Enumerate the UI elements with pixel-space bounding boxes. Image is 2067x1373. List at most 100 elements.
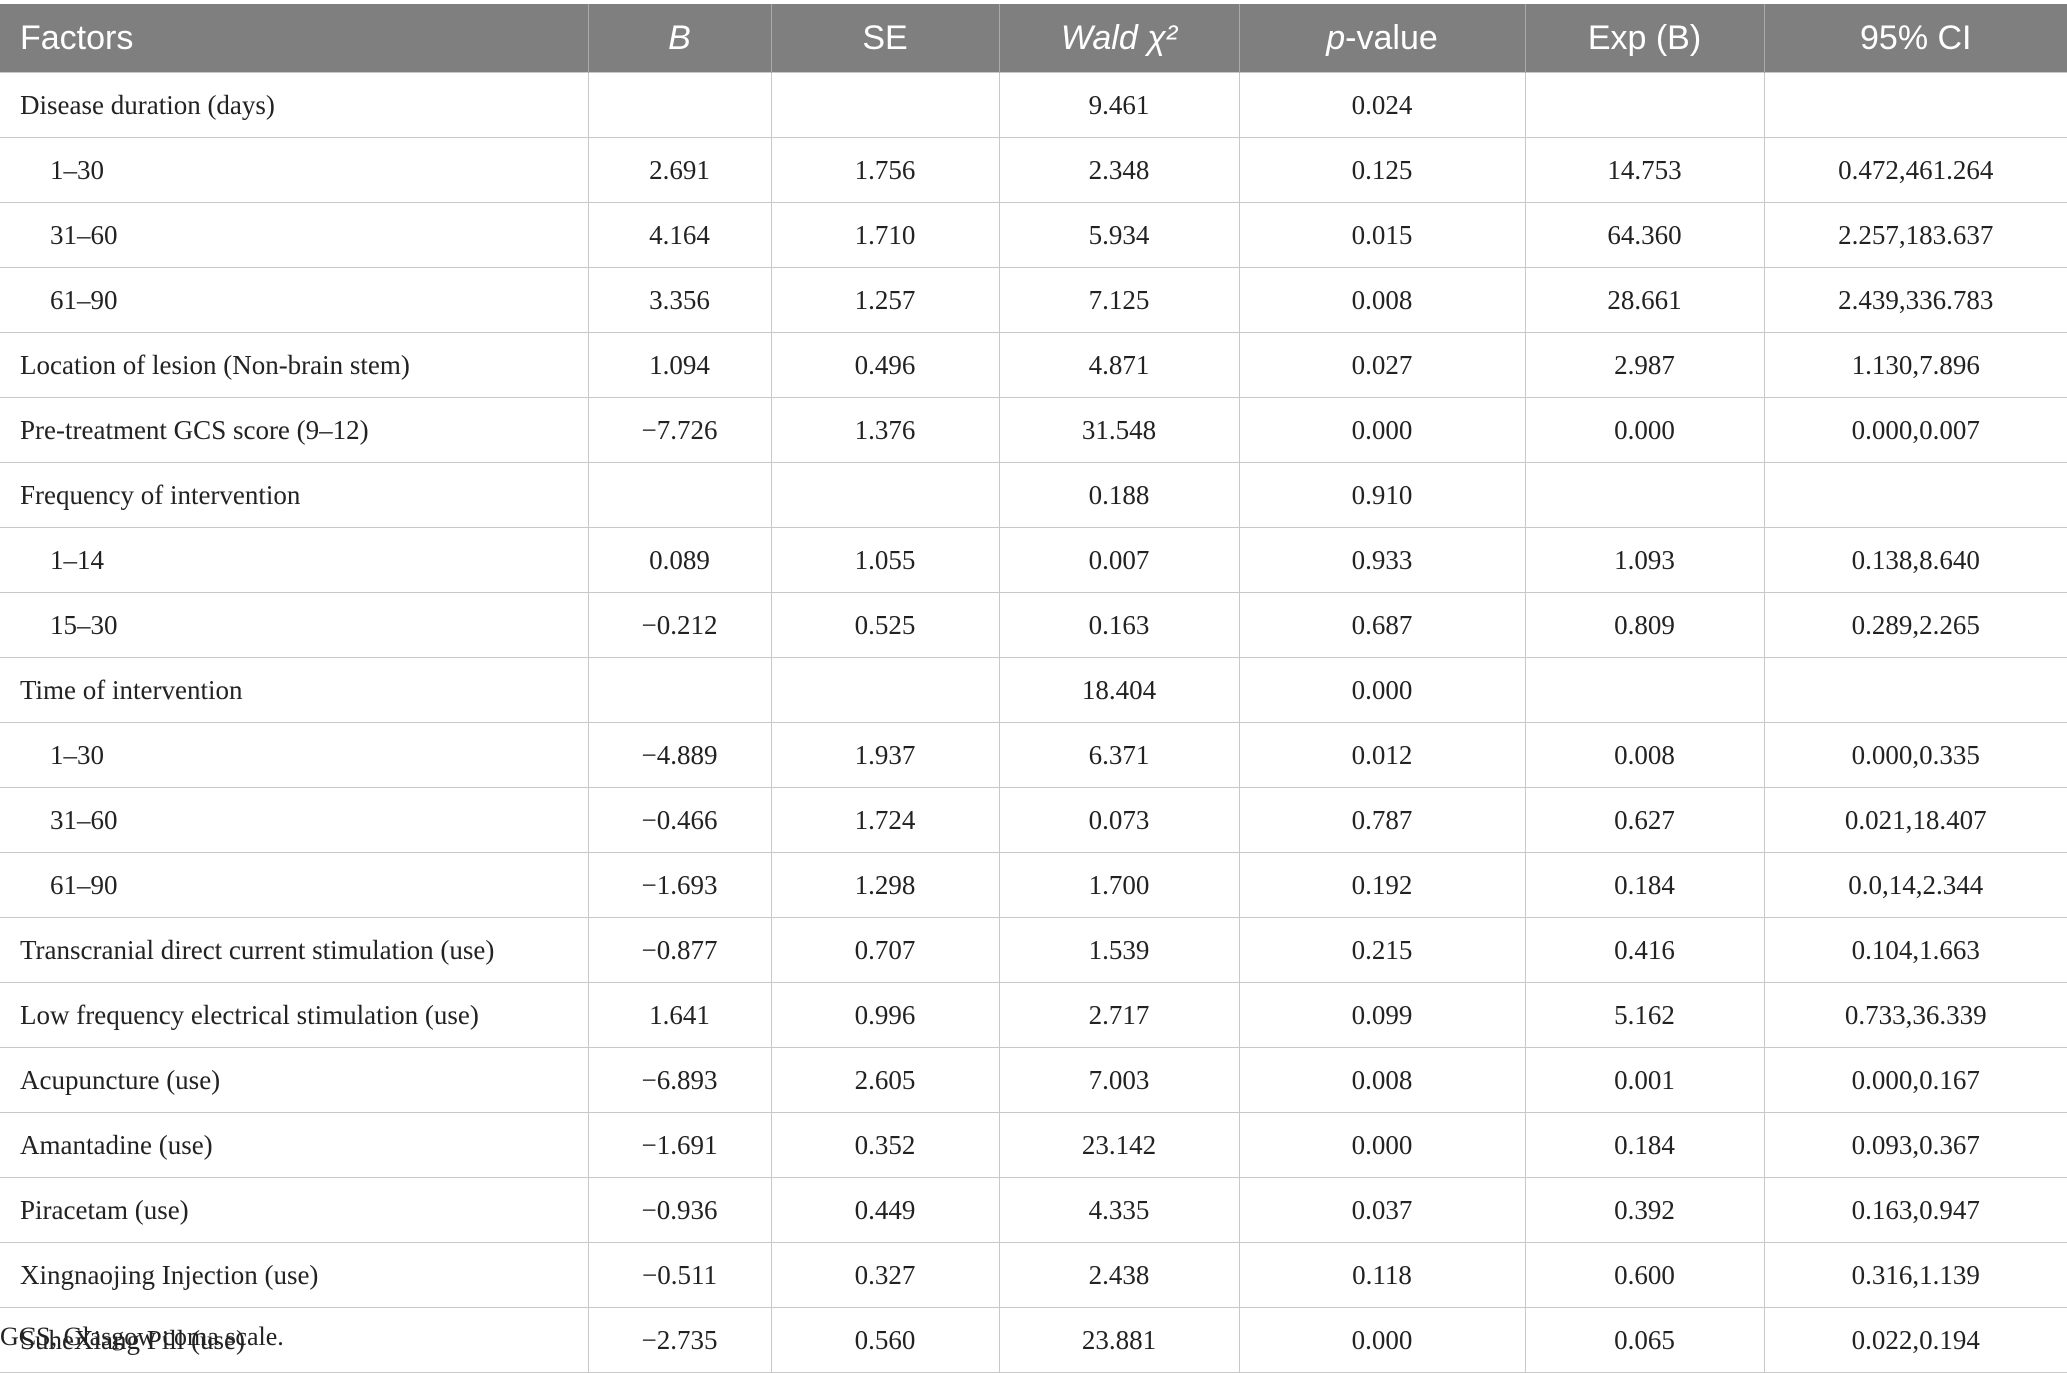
footnote: GCS, Glasgow coma scale.	[0, 1322, 284, 1351]
table-row: 61–90 −1.693 1.298 1.700 0.192 0.184 0.0,14,2.…	[0, 852, 2067, 918]
table-row: Disease duration (days) 9.461 0.024	[0, 72, 2067, 138]
value-cell: 0.0,14,2.344	[1763, 852, 2067, 918]
table-row: Time of intervention 18.404 0.000	[0, 657, 2067, 723]
value-cell: 0.001	[1524, 1047, 1765, 1113]
value-cell: 0.787	[1238, 787, 1526, 853]
value-cell: 0.707	[770, 917, 1000, 983]
value-cell: 0.093,0.367	[1763, 1112, 2067, 1178]
value-cell: 0.163,0.947	[1763, 1177, 2067, 1243]
factor-cell: Frequency of intervention	[0, 462, 589, 528]
table-row: Xingnaojing Injection (use) −0.511 0.327 2.…	[0, 1242, 2067, 1308]
table-row: 1–30 2.691 1.756 2.348 0.125 14.753 0.472,461.…	[0, 137, 2067, 203]
value-cell: 7.003	[998, 1047, 1240, 1113]
empty-cell	[587, 462, 772, 528]
value-cell: 1.756	[770, 137, 1000, 203]
table-row: 31–60 4.164 1.710 5.934 0.015 64.360 2.257,183…	[0, 202, 2067, 268]
value-cell: 0.012	[1238, 722, 1526, 788]
value-cell: 0.000	[1238, 397, 1526, 463]
value-cell: 1.257	[770, 267, 1000, 333]
factor-cell: Transcranial direct current stimulation …	[0, 917, 589, 983]
value-cell: −7.726	[587, 397, 772, 463]
table-row: Location of lesion (Non-brain stem) 1.094…	[0, 332, 2067, 398]
value-cell: 0.024	[1238, 72, 1526, 138]
header-text: -value	[1345, 18, 1438, 57]
header-cell: B	[587, 4, 771, 73]
value-cell: 1.094	[587, 332, 772, 398]
value-cell: 7.125	[998, 267, 1240, 333]
value-cell: 0.496	[770, 332, 1000, 398]
value-cell: 2.439,336.783	[1763, 267, 2067, 333]
value-cell: 2.257,183.637	[1763, 202, 2067, 268]
header-cell: SE	[770, 4, 999, 73]
value-cell: −0.877	[587, 917, 772, 983]
value-cell: 0.000	[1524, 397, 1765, 463]
value-cell: 0.125	[1238, 137, 1526, 203]
value-cell: 2.987	[1524, 332, 1765, 398]
empty-cell	[1524, 72, 1765, 138]
table-row: 31–60 −0.466 1.724 0.073 0.787 0.627 0.021,18.…	[0, 787, 2067, 853]
value-cell: 18.404	[998, 657, 1240, 723]
value-cell: 0.022,0.194	[1763, 1307, 2067, 1373]
value-cell: 3.356	[587, 267, 772, 333]
factor-cell: Location of lesion (Non-brain stem)	[0, 332, 589, 398]
value-cell: 6.371	[998, 722, 1240, 788]
table-row: 15–30 −0.212 0.525 0.163 0.687 0.809 0.289,2.2…	[0, 592, 2067, 658]
header-cell: Factors	[0, 4, 588, 73]
factor-cell: Xingnaojing Injection (use)	[0, 1242, 589, 1308]
empty-cell	[587, 72, 772, 138]
value-cell: 0.627	[1524, 787, 1765, 853]
empty-cell	[1763, 72, 2067, 138]
header-cell: Wald χ²	[998, 4, 1239, 73]
value-cell: −0.936	[587, 1177, 772, 1243]
value-cell: −1.691	[587, 1112, 772, 1178]
value-cell: 0.000	[1238, 1112, 1526, 1178]
value-cell: 1.298	[770, 852, 1000, 918]
factor-cell: 1–30	[0, 137, 589, 203]
value-cell: −2.735	[587, 1307, 772, 1373]
header-cell: Exp (B)	[1524, 4, 1764, 73]
value-cell: 0.118	[1238, 1242, 1526, 1308]
value-cell: 28.661	[1524, 267, 1765, 333]
table-row: Low frequency electrical stimulation (us…	[0, 982, 2067, 1048]
value-cell: 1.937	[770, 722, 1000, 788]
table-row: 1–14 0.089 1.055 0.007 0.933 1.093 0.138,8.640	[0, 527, 2067, 593]
value-cell: 1.093	[1524, 527, 1765, 593]
value-cell: 4.164	[587, 202, 772, 268]
factor-cell: 31–60	[0, 202, 589, 268]
value-cell: 23.142	[998, 1112, 1240, 1178]
value-cell: 0.184	[1524, 1112, 1765, 1178]
header-row: Factors B SE Wald χ² p-value Exp (B) 95% CI	[0, 4, 2067, 73]
value-cell: 0.000,0.007	[1763, 397, 2067, 463]
factor-cell: 1–14	[0, 527, 589, 593]
value-cell: 0.073	[998, 787, 1240, 853]
value-cell: 1.130,7.896	[1763, 332, 2067, 398]
value-cell: 2.717	[998, 982, 1240, 1048]
value-cell: 2.438	[998, 1242, 1240, 1308]
factor-cell: Acupuncture (use)	[0, 1047, 589, 1113]
factor-cell: 1–30	[0, 722, 589, 788]
table-row: 61–90 3.356 1.257 7.125 0.008 28.661 2.439,336…	[0, 267, 2067, 333]
value-cell: −0.511	[587, 1242, 772, 1308]
value-cell: 1.710	[770, 202, 1000, 268]
value-cell: 0.138,8.640	[1763, 527, 2067, 593]
value-cell: −6.893	[587, 1047, 772, 1113]
header-cell: p-value	[1238, 4, 1525, 73]
value-cell: 1.641	[587, 982, 772, 1048]
value-cell: 0.163	[998, 592, 1240, 658]
value-cell: 0.000	[1238, 1307, 1526, 1373]
value-cell: −0.212	[587, 592, 772, 658]
table-row: Transcranial direct current stimulation …	[0, 917, 2067, 983]
factor-cell: Piracetam (use)	[0, 1177, 589, 1243]
value-cell: 0.472,461.264	[1763, 137, 2067, 203]
factor-cell: 31–60	[0, 787, 589, 853]
value-cell: 0.352	[770, 1112, 1000, 1178]
table-row: 1–30 −4.889 1.937 6.371 0.012 0.008 0.000,0.33…	[0, 722, 2067, 788]
empty-cell	[1524, 462, 1765, 528]
value-cell: 31.548	[998, 397, 1240, 463]
value-cell: 0.600	[1524, 1242, 1765, 1308]
header-text: p	[1326, 18, 1346, 57]
value-cell: −0.466	[587, 787, 772, 853]
value-cell: 2.348	[998, 137, 1240, 203]
factor-cell: 15–30	[0, 592, 589, 658]
value-cell: 0.007	[998, 527, 1240, 593]
